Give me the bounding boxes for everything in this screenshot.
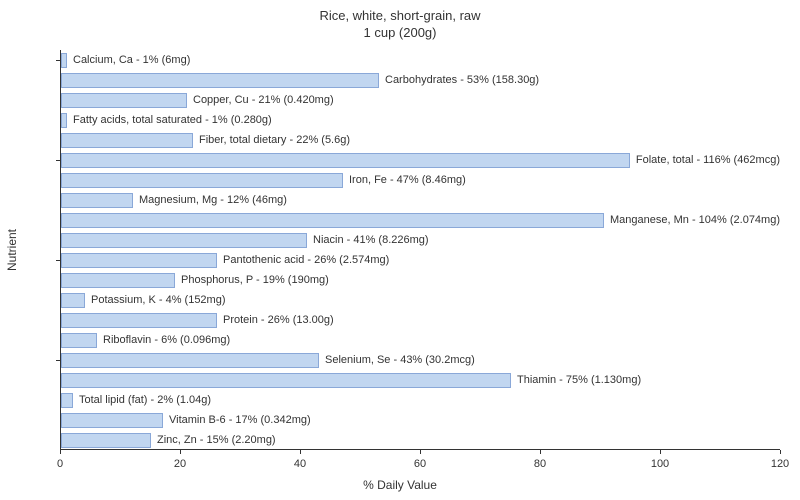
x-tick-label: 60 bbox=[414, 458, 426, 470]
bar bbox=[61, 273, 175, 288]
x-tick-label: 0 bbox=[57, 458, 63, 470]
bar-label: Riboflavin - 6% (0.096mg) bbox=[103, 334, 230, 346]
bar bbox=[61, 313, 217, 328]
x-tick-mark bbox=[540, 450, 541, 454]
bar bbox=[61, 333, 97, 348]
bar-row: Carbohydrates - 53% (158.30g) bbox=[61, 71, 780, 89]
x-tick-mark bbox=[420, 450, 421, 454]
bar bbox=[61, 253, 217, 268]
x-tick-mark bbox=[60, 450, 61, 454]
bar-row: Thiamin - 75% (1.130mg) bbox=[61, 371, 780, 389]
bar-label: Vitamin B-6 - 17% (0.342mg) bbox=[169, 414, 311, 426]
x-tick-mark bbox=[300, 450, 301, 454]
bar-label: Fiber, total dietary - 22% (5.6g) bbox=[199, 134, 350, 146]
bar bbox=[61, 133, 193, 148]
bar-label: Zinc, Zn - 15% (2.20mg) bbox=[157, 434, 276, 446]
x-tick-label: 40 bbox=[294, 458, 306, 470]
bar-label: Magnesium, Mg - 12% (46mg) bbox=[139, 194, 287, 206]
bar bbox=[61, 193, 133, 208]
bar-label: Phosphorus, P - 19% (190mg) bbox=[181, 274, 329, 286]
title-line-2: 1 cup (200g) bbox=[0, 25, 800, 42]
bar bbox=[61, 373, 511, 388]
y-tick-mark bbox=[56, 260, 60, 261]
bar-label: Potassium, K - 4% (152mg) bbox=[91, 294, 226, 306]
x-axis-label: % Daily Value bbox=[363, 478, 437, 492]
bar bbox=[61, 153, 630, 168]
bar bbox=[61, 73, 379, 88]
bar-label: Calcium, Ca - 1% (6mg) bbox=[73, 54, 190, 66]
y-tick-mark bbox=[56, 160, 60, 161]
plot-area: Calcium, Ca - 1% (6mg) Carbohydrates - 53… bbox=[60, 50, 780, 450]
bar-label: Selenium, Se - 43% (30.2mcg) bbox=[325, 354, 475, 366]
chart-title: Rice, white, short-grain, raw 1 cup (200… bbox=[0, 0, 800, 42]
bar-row: Total lipid (fat) - 2% (1.04g) bbox=[61, 391, 780, 409]
bar-row: Selenium, Se - 43% (30.2mcg) bbox=[61, 351, 780, 369]
x-tick-label: 80 bbox=[534, 458, 546, 470]
bar bbox=[61, 233, 307, 248]
x-tick-mark bbox=[780, 450, 781, 454]
bar-row: Magnesium, Mg - 12% (46mg) bbox=[61, 191, 780, 209]
x-tick-mark bbox=[180, 450, 181, 454]
bar-label: Pantothenic acid - 26% (2.574mg) bbox=[223, 254, 389, 266]
bar-label: Protein - 26% (13.00g) bbox=[223, 314, 334, 326]
bar-row: Folate, total - 116% (462mcg) bbox=[61, 151, 780, 169]
bar-row: Copper, Cu - 21% (0.420mg) bbox=[61, 91, 780, 109]
bar bbox=[61, 353, 319, 368]
x-tick-label: 120 bbox=[771, 458, 789, 470]
bar bbox=[61, 413, 163, 428]
bar bbox=[61, 293, 85, 308]
bar-label: Thiamin - 75% (1.130mg) bbox=[517, 374, 641, 386]
bar-label: Copper, Cu - 21% (0.420mg) bbox=[193, 94, 334, 106]
bar-label: Fatty acids, total saturated - 1% (0.280… bbox=[73, 114, 272, 126]
bar-row: Fiber, total dietary - 22% (5.6g) bbox=[61, 131, 780, 149]
bar-row: Phosphorus, P - 19% (190mg) bbox=[61, 271, 780, 289]
bar-label: Niacin - 41% (8.226mg) bbox=[313, 234, 429, 246]
bar bbox=[61, 213, 604, 228]
bar-row: Protein - 26% (13.00g) bbox=[61, 311, 780, 329]
bar-row: Calcium, Ca - 1% (6mg) bbox=[61, 51, 780, 69]
y-tick-mark bbox=[56, 360, 60, 361]
y-tick-mark bbox=[56, 60, 60, 61]
x-tick-label: 20 bbox=[174, 458, 186, 470]
bar-label: Iron, Fe - 47% (8.46mg) bbox=[349, 174, 466, 186]
nutrition-chart: Rice, white, short-grain, raw 1 cup (200… bbox=[0, 0, 800, 500]
bar-row: Zinc, Zn - 15% (2.20mg) bbox=[61, 431, 780, 449]
bar-row: Riboflavin - 6% (0.096mg) bbox=[61, 331, 780, 349]
bar-row: Vitamin B-6 - 17% (0.342mg) bbox=[61, 411, 780, 429]
bar bbox=[61, 173, 343, 188]
bar-row: Iron, Fe - 47% (8.46mg) bbox=[61, 171, 780, 189]
bar-label: Total lipid (fat) - 2% (1.04g) bbox=[79, 394, 211, 406]
bar-row: Manganese, Mn - 104% (2.074mg) bbox=[61, 211, 780, 229]
bar-row: Potassium, K - 4% (152mg) bbox=[61, 291, 780, 309]
bar bbox=[61, 433, 151, 448]
bar-row: Niacin - 41% (8.226mg) bbox=[61, 231, 780, 249]
bar bbox=[61, 393, 73, 408]
bar-row: Pantothenic acid - 26% (2.574mg) bbox=[61, 251, 780, 269]
bar bbox=[61, 53, 67, 68]
y-axis-label: Nutrient bbox=[5, 229, 19, 271]
bar bbox=[61, 113, 67, 128]
bar-label: Manganese, Mn - 104% (2.074mg) bbox=[610, 214, 780, 226]
x-tick-label: 100 bbox=[651, 458, 669, 470]
title-line-1: Rice, white, short-grain, raw bbox=[0, 8, 800, 25]
bar-label: Carbohydrates - 53% (158.30g) bbox=[385, 74, 539, 86]
bar bbox=[61, 93, 187, 108]
x-tick-mark bbox=[660, 450, 661, 454]
bar-row: Fatty acids, total saturated - 1% (0.280… bbox=[61, 111, 780, 129]
bar-label: Folate, total - 116% (462mcg) bbox=[636, 154, 780, 166]
